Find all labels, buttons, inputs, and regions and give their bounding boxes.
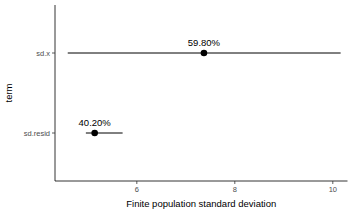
annotation: 59.80% <box>188 37 221 48</box>
y-tick <box>52 133 55 134</box>
y-tick <box>52 53 55 54</box>
chart: 6 8 10 sd.x sd.resid Finite population standa… <box>0 0 360 216</box>
x-tick <box>332 181 333 184</box>
x-tick-label: 6 <box>135 185 139 194</box>
x-tick-label: 8 <box>233 185 237 194</box>
x-axis-line <box>55 181 348 182</box>
y-axis-title: term <box>3 83 14 102</box>
x-tick <box>136 181 137 184</box>
y-axis-line <box>55 5 56 181</box>
plot-area <box>68 50 341 137</box>
chart-container: 6 8 10 sd.x sd.resid Finite population standa… <box>0 0 360 216</box>
x-tick <box>234 181 235 184</box>
y-tick-label: sd.resid <box>24 129 50 138</box>
y-tick-label: sd.x <box>36 49 50 58</box>
interval <box>86 133 123 134</box>
point <box>91 130 98 137</box>
x-tick-label: 10 <box>329 185 337 194</box>
annotation: 40.20% <box>79 117 112 128</box>
point <box>201 50 208 57</box>
x-axis-title: Finite population standard deviation <box>126 198 276 209</box>
